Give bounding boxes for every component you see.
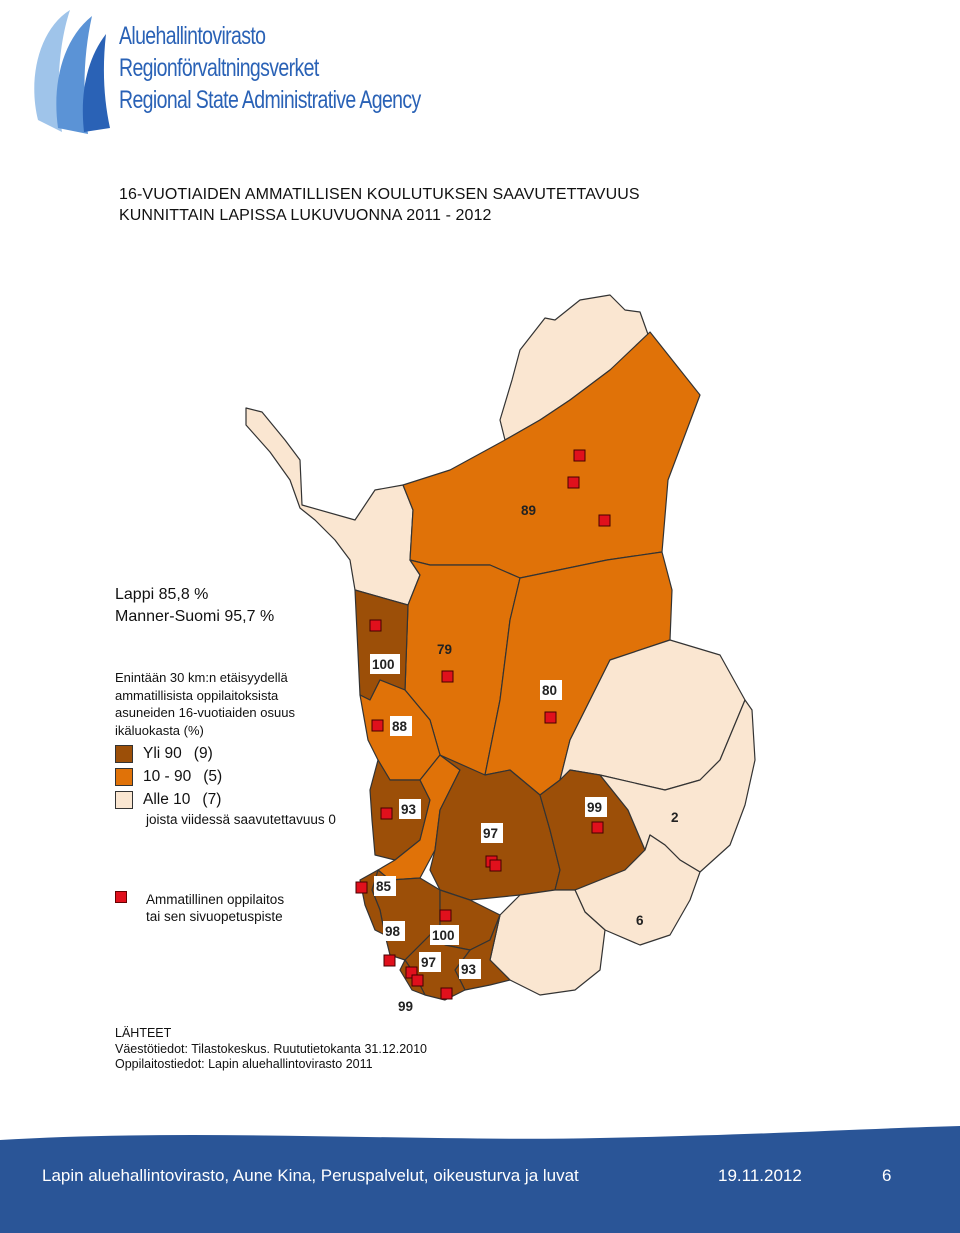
region-enontekio [245, 407, 421, 606]
school-marker [573, 449, 586, 462]
school-marker [489, 859, 502, 872]
summary-stats: Lappi 85,8 % Manner-Suomi 95,7 % [115, 584, 274, 628]
legend-zero-note: joista viidessä saavutettavuus 0 [146, 812, 336, 827]
legend-description: Enintään 30 km:n etäisyydellä ammatillis… [115, 670, 295, 738]
value-label: 89 [521, 503, 536, 518]
value-label: 80 [542, 683, 557, 698]
school-marker [598, 514, 611, 527]
legend-swatch [115, 768, 133, 786]
value-label: 2 [671, 810, 679, 825]
value-label: 88 [392, 719, 408, 734]
school-marker [440, 987, 453, 1000]
value-label: 100 [372, 657, 395, 672]
value-label: 93 [461, 962, 477, 977]
school-marker-icon [115, 891, 127, 903]
agency-logo-emblem [34, 10, 110, 134]
value-label: 98 [385, 924, 401, 939]
school-marker [411, 974, 424, 987]
legend-swatch [115, 791, 133, 809]
agency-name-fi: Aluehallintovirasto [119, 22, 266, 50]
legend-school: Ammatillinen oppilaitos tai sen sivuopet… [115, 891, 284, 925]
school-marker [371, 719, 384, 732]
sources-heading: LÄHTEET [115, 1026, 172, 1040]
agency-logo-text: Aluehallintovirasto Regionförvaltningsve… [119, 20, 506, 116]
value-label: 6 [636, 913, 644, 928]
legend-item-mid: 10 - 90 (5) [115, 768, 222, 786]
school-marker [380, 807, 393, 820]
value-label: 93 [401, 802, 417, 817]
school-marker [369, 619, 382, 632]
school-marker [544, 711, 557, 724]
value-label: 100 [432, 928, 455, 943]
stat-manner-suomi: Manner-Suomi 95,7 % [115, 608, 275, 625]
value-label: 99 [587, 800, 602, 815]
value-label: 97 [421, 955, 436, 970]
region-posio [574, 834, 701, 946]
school-marker [567, 476, 580, 489]
sources: LÄHTEET Väestötiedot: Tilastokeskus. Ruu… [115, 1026, 428, 1071]
school-markers [355, 449, 611, 1000]
school-marker [355, 881, 368, 894]
footer-band [0, 1126, 960, 1233]
map-title: 16-VUOTIAIDEN AMMATILLISEN KOULUTUKSEN S… [119, 186, 640, 224]
legend-item-low: Alle 10 (7) [115, 791, 221, 809]
legend-item-high: Yli 90 (9) [115, 745, 213, 763]
footer-text: Lapin aluehallintovirasto, Aune Kina, Pe… [42, 1166, 579, 1185]
page-number: 6 [882, 1166, 892, 1185]
school-marker [383, 954, 396, 967]
legend-swatch [115, 745, 133, 763]
agency-name-sv: Regionförvaltningsverket [119, 54, 319, 82]
value-label: 99 [398, 999, 413, 1014]
footer-date: 19.11.2012 [718, 1166, 802, 1185]
school-marker [441, 670, 454, 683]
agency-name-en: Regional State Administrative Agency [119, 86, 421, 114]
stat-lappi: Lappi 85,8 % [115, 586, 209, 603]
value-label: 97 [483, 826, 498, 841]
value-label: 79 [437, 642, 452, 657]
value-label: 85 [376, 879, 392, 894]
school-marker [591, 821, 604, 834]
school-marker [439, 909, 452, 922]
